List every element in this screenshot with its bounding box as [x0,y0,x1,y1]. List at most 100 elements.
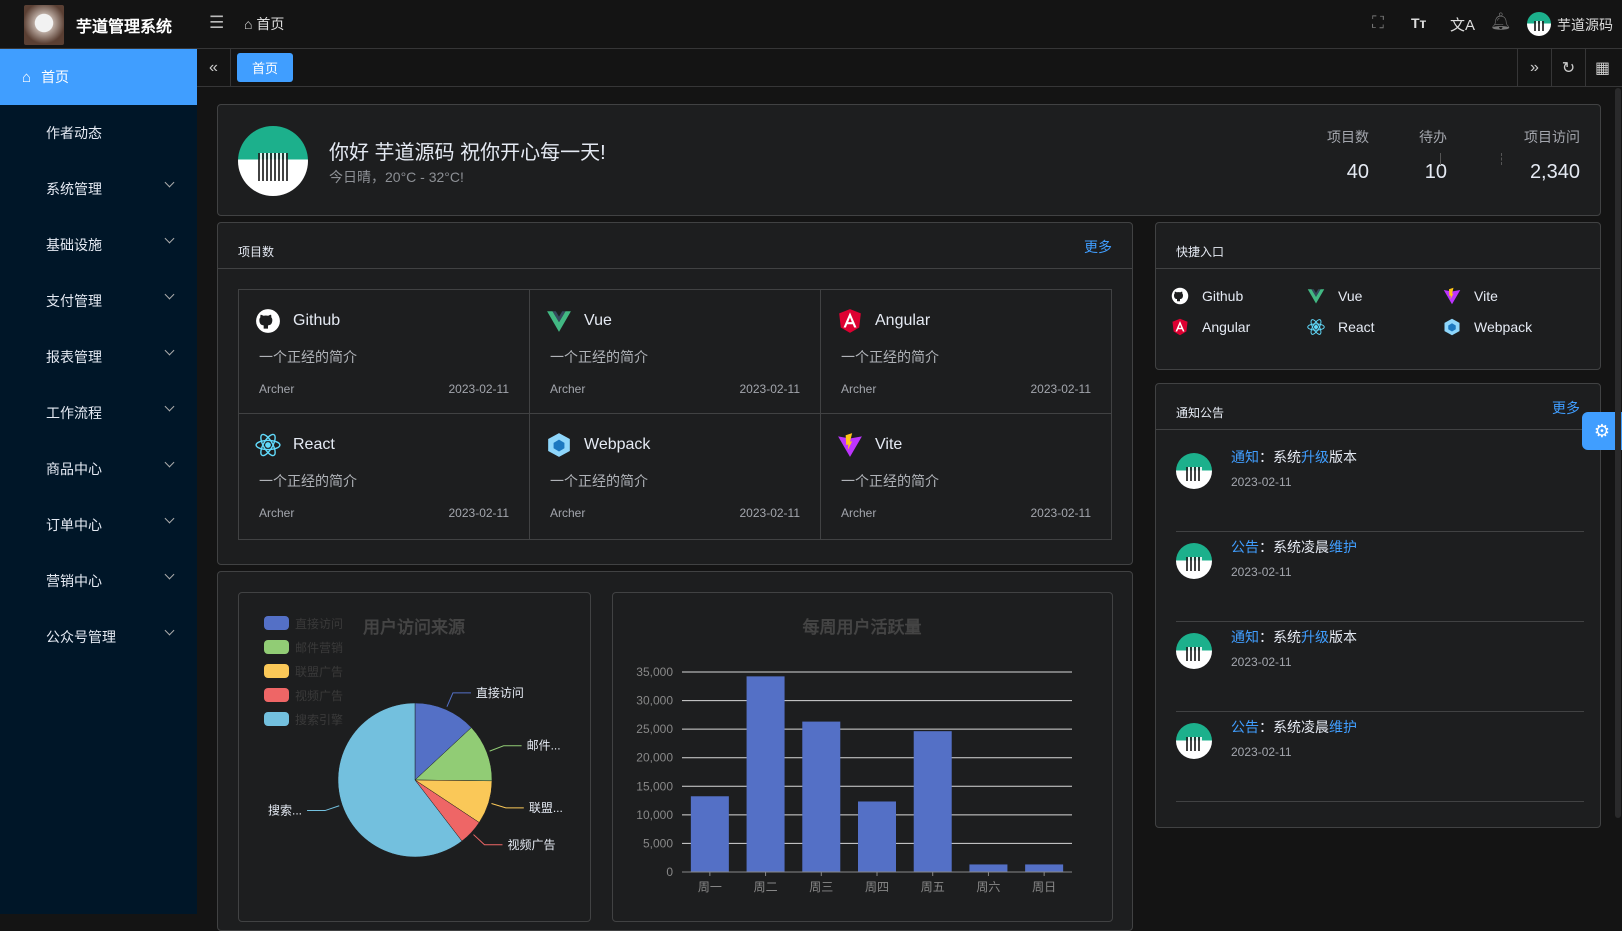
legend-swatch[interactable] [264,688,289,702]
scroll-right-icon[interactable]: » [1517,49,1551,86]
home-icon: ⌂ [22,68,32,86]
fullscreen-icon[interactable]: ⛶ [1372,13,1384,32]
pie-label-line [491,803,524,809]
sidebar-item-1[interactable]: 作者动态 [0,105,197,161]
react-icon [255,432,281,458]
shortcut-webpack[interactable]: Webpack [1443,318,1532,336]
sidebar-item-9[interactable]: 营销中心 [0,553,197,609]
project-author: Archer [259,506,295,520]
pie-slice[interactable] [337,702,463,858]
shortcut-angular[interactable]: Angular [1171,318,1250,336]
shortcut-react[interactable]: React [1307,318,1375,336]
legend-label[interactable]: 直接访问 [295,616,343,631]
legend-label[interactable]: 搜索引擎 [295,712,343,727]
notice-type: 公告 [1231,719,1259,735]
legend-swatch[interactable] [264,712,289,726]
legend-swatch[interactable] [264,640,289,654]
project-date: 2023-02-11 [739,506,801,520]
sidebar-item-0[interactable]: ⌂ 首页 [0,49,197,105]
bar[interactable] [969,864,1008,872]
sidebar-item-7[interactable]: 商品中心 [0,441,197,497]
bell-icon[interactable]: 🔔︎ [1490,12,1512,31]
notice-item[interactable]: 通知：系统升级版本 2023-02-11 [1176,622,1584,712]
font-size-icon[interactable]: Tт [1411,15,1427,31]
bar[interactable] [913,731,952,872]
notices-more-link[interactable]: 更多 [1552,400,1580,416]
scroll-left-icon[interactable]: « [197,49,231,86]
project-author: Archer [259,382,295,396]
bar[interactable] [802,721,841,872]
bar[interactable] [1025,864,1064,872]
notice-item[interactable]: 公告：系统凌晨维护 2023-02-11 [1176,532,1584,622]
tab-bar: « 首页 » ↻ ▦ [197,49,1622,87]
sidebar-item-5[interactable]: 报表管理 [0,329,197,385]
legend-label[interactable]: 视频广告 [295,688,343,703]
translate-icon[interactable]: 文A [1450,17,1476,34]
projects-title: 项目数 [218,223,1132,269]
bar[interactable] [858,801,896,872]
notice-avatar [1176,543,1212,579]
projects-more-link[interactable]: 更多 [1084,239,1112,255]
vite-icon [837,432,863,458]
x-tick-label: 周一 [698,880,722,894]
shortcut-vue[interactable]: Vue [1307,287,1362,305]
project-name: Vite [875,436,903,453]
pie-label-line [473,834,503,846]
grid-menu-icon[interactable]: ▦ [1585,49,1619,86]
pie-label: 视频广告 [507,837,555,852]
logo[interactable]: 芋道管理系统 [0,0,197,49]
project-card-react[interactable]: React 一个正经的简介 Archer 2023-02-11 [238,413,530,540]
sidebar-item-label: 公众号管理 [46,629,116,645]
project-card-webpack[interactable]: Webpack 一个正经的简介 Archer 2023-02-11 [529,413,821,540]
stat-label: 项目数 [1327,129,1369,145]
project-card-vue[interactable]: Vue 一个正经的简介 Archer 2023-02-11 [529,289,821,416]
project-card-angular[interactable]: Angular 一个正经的简介 Archer 2023-02-11 [820,289,1112,416]
sidebar-item-4[interactable]: 支付管理 [0,273,197,329]
project-card-github[interactable]: Github 一个正经的简介 Archer 2023-02-11 [238,289,530,416]
project-card-vite[interactable]: Vite 一个正经的简介 Archer 2023-02-11 [820,413,1112,540]
sidebar-item-10[interactable]: 公众号管理 [0,609,197,665]
sidebar-item-label: 订单中心 [46,517,102,533]
sidebar-item-6[interactable]: 工作流程 [0,385,197,441]
bar[interactable] [746,676,785,872]
breadcrumb[interactable]: ⌂ 首页 [244,14,284,34]
pie-slice[interactable] [414,727,493,782]
notice-highlight: 维护 [1329,719,1357,735]
notice-text: 系统 [1273,629,1301,645]
notice-item[interactable]: 公告：系统凌晨维护 2023-02-11 [1176,712,1584,802]
notice-date: 2023-02-11 [1231,655,1292,669]
pie-slice[interactable] [414,702,472,781]
project-desc: 一个正经的简介 [841,349,939,365]
legend-label[interactable]: 邮件营销 [295,641,343,655]
user-avatar[interactable] [1527,12,1551,36]
shortcut-vite[interactable]: Vite [1443,287,1498,305]
shortcut-github[interactable]: Github [1171,287,1243,305]
sidebar-item-3[interactable]: 基础设施 [0,217,197,273]
bar-title: 每周用户活跃量 [803,617,922,637]
notice-type: 公告 [1231,539,1259,555]
x-tick-label: 周四 [865,880,889,894]
notice-date: 2023-02-11 [1231,475,1292,489]
sidebar-item-2[interactable]: 系统管理 [0,161,197,217]
notice-sep: ： [1259,449,1273,465]
y-tick-label: 30,000 [636,694,673,708]
refresh-icon[interactable]: ↻ [1551,49,1585,86]
legend-swatch[interactable] [264,664,289,678]
x-tick-label: 周三 [809,880,833,894]
user-name[interactable]: 芋道源码 [1557,17,1613,33]
tab-home[interactable]: 首页 [237,53,293,82]
sidebar-item-8[interactable]: 订单中心 [0,497,197,553]
vue-icon [1307,287,1338,305]
weather: 今日晴，20°C - 32°C! [329,169,464,185]
menu-collapse-icon[interactable]: ☰ [209,13,225,32]
notices-card: 通知公告 更多 通知：系统升级版本 2023-02-11 公告：系统凌晨维护 2023… [1155,383,1601,828]
legend-swatch[interactable] [264,616,289,630]
sidebar-item-label: 商品中心 [46,461,102,477]
pie-label: 邮件... [527,739,561,753]
notice-text: 版本 [1329,629,1357,645]
notice-item[interactable]: 通知：系统升级版本 2023-02-11 [1176,442,1584,532]
legend-label[interactable]: 联盟广告 [295,665,343,679]
scrollbar[interactable] [1615,88,1621,818]
react-icon [1307,318,1338,336]
bar[interactable] [690,796,729,872]
